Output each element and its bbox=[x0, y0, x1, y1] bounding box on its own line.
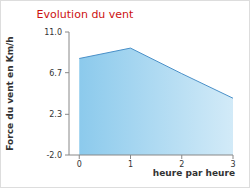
x-tick-label: 1 bbox=[128, 160, 133, 169]
y-tick bbox=[65, 72, 69, 73]
line bbox=[79, 48, 233, 98]
x-tick bbox=[130, 155, 131, 159]
x-tick bbox=[79, 155, 80, 159]
x-axis bbox=[69, 155, 233, 156]
y-axis-label: Force du vent en Km/h bbox=[5, 36, 15, 150]
area bbox=[79, 48, 233, 155]
y-tick bbox=[65, 114, 69, 115]
y-tick bbox=[65, 155, 69, 156]
title: Evolution du vent bbox=[37, 8, 134, 21]
x-tick-label: 0 bbox=[77, 160, 82, 169]
x-tick bbox=[233, 155, 234, 159]
y-tick-label: -2.0 bbox=[46, 151, 62, 160]
y-tick-label: 2.3 bbox=[49, 110, 62, 119]
plot bbox=[79, 48, 233, 155]
y-tick-label: 6.7 bbox=[49, 69, 62, 78]
x-axis-label: heure par heure bbox=[153, 168, 235, 178]
chart: Evolution du vent-2.02.36.711.00123heure… bbox=[0, 0, 250, 188]
y-tick-label: 11.0 bbox=[44, 28, 62, 37]
background bbox=[1, 1, 250, 188]
y-axis bbox=[69, 32, 70, 155]
x-tick bbox=[181, 155, 182, 159]
y-tick bbox=[65, 32, 69, 33]
